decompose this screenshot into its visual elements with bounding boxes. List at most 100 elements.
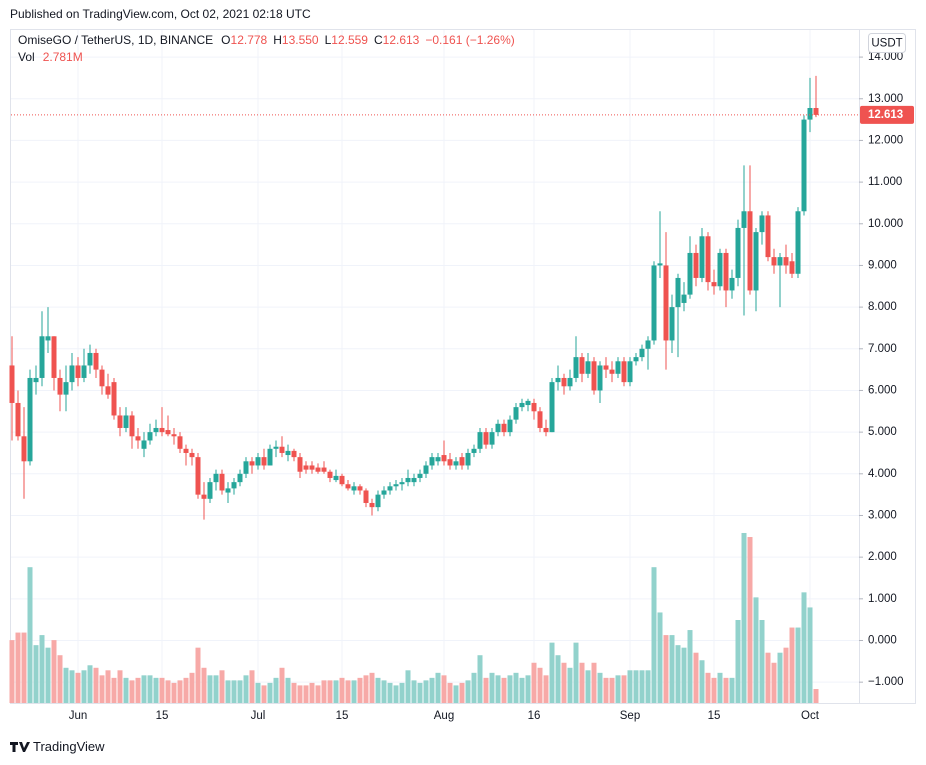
brand: TradingView	[33, 739, 105, 754]
volume-bar	[213, 675, 219, 703]
candle-body	[273, 446, 279, 449]
candle-body	[279, 446, 285, 453]
volume-bar	[117, 670, 123, 703]
candle-body	[213, 473, 219, 483]
candle-body	[585, 361, 591, 374]
volume-bar	[63, 667, 69, 703]
volume-bar	[555, 655, 561, 703]
legend-header: OmiseGO / TetherUS, 1D, BINANCE O12.778 H1…	[18, 33, 515, 47]
candle-body	[735, 227, 741, 278]
volume-bar	[585, 670, 591, 703]
candle-body	[219, 473, 225, 491]
volume-bar	[573, 642, 579, 703]
volume-bar	[93, 667, 99, 703]
volume-bar	[339, 677, 345, 703]
volume-pane	[9, 532, 819, 703]
volume-bar	[627, 670, 633, 703]
volume-key: Vol	[18, 50, 35, 64]
candle-body	[507, 419, 513, 433]
volume-bar	[201, 667, 207, 703]
candle-body	[741, 211, 747, 228]
volume-bar	[489, 672, 495, 703]
x-tick-label: Jun	[69, 710, 88, 722]
volume-bar	[729, 677, 735, 703]
volume-bar	[249, 670, 255, 703]
volume-bar	[357, 677, 363, 703]
candle-body	[711, 282, 717, 287]
y-tick-label: −1.000	[868, 676, 904, 688]
candle-body	[597, 365, 603, 391]
candle-body	[153, 427, 159, 433]
volume-bar	[159, 677, 165, 703]
candle-body	[621, 361, 627, 383]
volume-bar	[813, 689, 819, 703]
logo-icon	[10, 742, 30, 752]
volume-bar	[81, 670, 87, 703]
volume-bar	[189, 672, 195, 703]
candle-body	[201, 494, 207, 499]
candle-body	[501, 423, 507, 433]
last-price-label: 12.613	[868, 109, 903, 121]
volume-bar	[699, 660, 705, 703]
volume-bar	[597, 672, 603, 703]
volume-bar	[579, 662, 585, 703]
volume-bar	[645, 670, 651, 703]
currency[interactable]: USDT	[871, 38, 902, 50]
candle-body	[291, 450, 297, 458]
candle-body	[255, 457, 261, 466]
candle-body	[459, 457, 465, 466]
candle-body	[39, 336, 45, 378]
candle-body	[441, 455, 447, 462]
candle-body	[477, 432, 483, 449]
candle-body	[351, 486, 357, 491]
grid	[11, 30, 859, 703]
volume-bar	[375, 677, 381, 703]
y-tick-label: 11.000	[868, 176, 902, 188]
candle-body	[309, 465, 315, 470]
volume-bar	[99, 675, 105, 703]
candle-body	[75, 365, 81, 378]
volume-bar	[27, 567, 33, 703]
y-tick-label: 8.000	[868, 301, 897, 313]
y-tick-label: 14.000	[868, 51, 903, 63]
x-tick-label: Aug	[434, 710, 454, 722]
candle-body	[747, 211, 753, 291]
volume-bar	[717, 672, 723, 703]
candle-body	[447, 459, 453, 466]
change: −0.161 (−1.26%)	[425, 33, 514, 47]
volume-bar	[465, 680, 471, 703]
volume-bar	[771, 662, 777, 703]
volume-bar	[405, 670, 411, 703]
volume-bar	[669, 635, 675, 703]
volume-bar	[705, 672, 711, 703]
x-tick-label: Jul	[251, 710, 266, 722]
candle-body	[321, 467, 327, 472]
candle-body	[159, 427, 165, 433]
candle-body	[495, 423, 501, 433]
volume-bar	[417, 682, 423, 703]
volume-bar	[459, 682, 465, 703]
volume-bar	[33, 645, 39, 703]
volume-bar	[477, 655, 483, 703]
candle-body	[591, 361, 597, 391]
volume-bar	[735, 620, 741, 703]
candle-body	[579, 357, 585, 374]
currency-box[interactable]	[868, 33, 906, 53]
candle-body	[699, 236, 705, 278]
candle-body	[567, 377, 573, 387]
volume-bar	[453, 685, 459, 703]
volume-bar	[591, 662, 597, 703]
candle-body	[717, 252, 723, 287]
candle-body	[723, 252, 729, 291]
candle-body	[189, 452, 195, 458]
candle-body	[471, 448, 477, 453]
candle-body	[375, 494, 381, 508]
volume-bar	[183, 677, 189, 703]
candle-body	[603, 365, 609, 370]
volume-bar	[753, 597, 759, 703]
candle-body	[57, 377, 63, 395]
candle-body	[765, 215, 771, 258]
candle-body	[399, 482, 405, 485]
candle-body	[411, 477, 417, 483]
candle-body	[93, 352, 99, 370]
